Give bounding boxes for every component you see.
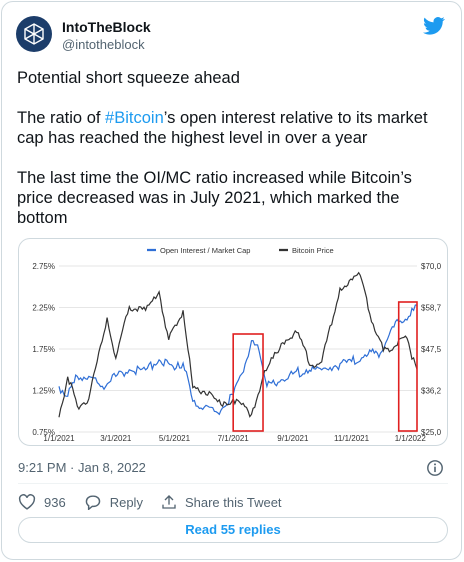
tweet-paragraph: The last time the OI/MC ratio increased … bbox=[17, 169, 412, 227]
twitter-bird-icon[interactable] bbox=[423, 16, 445, 36]
reply-button[interactable]: Reply bbox=[84, 494, 143, 510]
tweet-body: Potential short squeeze ahead The ratio … bbox=[17, 68, 447, 248]
right-axis: $70,0 $58,7 $47,5 $36,2 $25,0 bbox=[421, 262, 442, 437]
share-label: Share this Tweet bbox=[184, 494, 282, 510]
x-axis: 1/1/2021 3/1/2021 5/1/2021 7/1/2021 9/1/2021… bbox=[43, 434, 426, 443]
chart-grid bbox=[59, 265, 417, 433]
author-name[interactable]: IntoTheBlock bbox=[62, 19, 151, 35]
left-tick-label: 2.75% bbox=[32, 262, 55, 271]
reply-label: Reply bbox=[109, 494, 143, 510]
x-tick-label: 1/1/2022 bbox=[395, 434, 427, 443]
left-axis: 2.75% 2.25% 1.75% 1.25% 0.75% bbox=[32, 262, 55, 437]
left-tick-label: 0.75% bbox=[32, 428, 55, 437]
hashtag-link[interactable]: #Bitcoin bbox=[105, 109, 164, 127]
divider bbox=[18, 483, 448, 484]
x-tick-label: 5/1/2021 bbox=[159, 434, 191, 443]
read-replies-button[interactable]: Read 55 replies bbox=[18, 517, 448, 543]
left-tick-label: 2.25% bbox=[32, 304, 55, 313]
right-tick-label: $25,0 bbox=[421, 428, 442, 437]
right-tick-label: $58,7 bbox=[421, 304, 442, 313]
author-handle[interactable]: @intotheblock bbox=[62, 37, 145, 52]
x-tick-label: 1/1/2021 bbox=[43, 434, 75, 443]
oi-mc-chart: 2.75% 2.25% 1.75% 1.25% 0.75% $70,0 $58,7 $47,… bbox=[32, 246, 442, 443]
x-tick-label: 3/1/2021 bbox=[100, 434, 132, 443]
info-icon[interactable] bbox=[426, 459, 444, 477]
chart-image[interactable]: 2.75% 2.25% 1.75% 1.25% 0.75% $70,0 $58,7 $47,… bbox=[18, 238, 448, 446]
tweet-paragraph: The ratio of #Bitcoin’s open interest re… bbox=[17, 108, 447, 148]
x-tick-label: 7/1/2021 bbox=[218, 434, 250, 443]
highlight-box bbox=[232, 333, 264, 432]
left-tick-label: 1.25% bbox=[32, 387, 55, 396]
reply-icon bbox=[85, 495, 100, 510]
chart-legend: Open Interest / Market Cap Bitcoin Price bbox=[147, 246, 334, 255]
right-tick-label: $70,0 bbox=[421, 262, 442, 271]
avatar[interactable] bbox=[16, 16, 52, 52]
tweet-paragraph: Potential short squeeze ahead bbox=[17, 69, 240, 87]
tweet-actions: 936 Reply Share this Tweet bbox=[18, 492, 300, 512]
series-layer bbox=[58, 271, 418, 418]
x-tick-label: 9/1/2021 bbox=[277, 434, 309, 443]
legend-label: Open Interest / Market Cap bbox=[160, 246, 250, 255]
tweet-text-fragment: The ratio of bbox=[17, 109, 106, 127]
share-icon bbox=[162, 495, 176, 509]
series-line bbox=[58, 304, 418, 416]
intotheblock-logo-icon bbox=[24, 23, 44, 45]
legend-label: Bitcoin Price bbox=[292, 246, 334, 255]
share-button[interactable]: Share this Tweet bbox=[161, 494, 282, 510]
like-count: 936 bbox=[44, 494, 66, 510]
tweet-text-fragment: ’s open interest relative to its market … bbox=[17, 109, 428, 147]
left-tick-label: 1.75% bbox=[32, 345, 55, 354]
series-line bbox=[58, 271, 418, 418]
right-tick-label: $36,2 bbox=[421, 387, 442, 396]
x-tick-label: 11/1/2021 bbox=[334, 434, 370, 443]
annotations-layer bbox=[232, 301, 418, 432]
heart-icon bbox=[18, 494, 36, 510]
right-tick-label: $47,5 bbox=[421, 345, 442, 354]
tweet-timestamp[interactable]: 9:21 PM · Jan 8, 2022 bbox=[18, 460, 146, 475]
like-button[interactable]: 936 bbox=[18, 494, 66, 510]
highlight-box bbox=[397, 301, 418, 432]
